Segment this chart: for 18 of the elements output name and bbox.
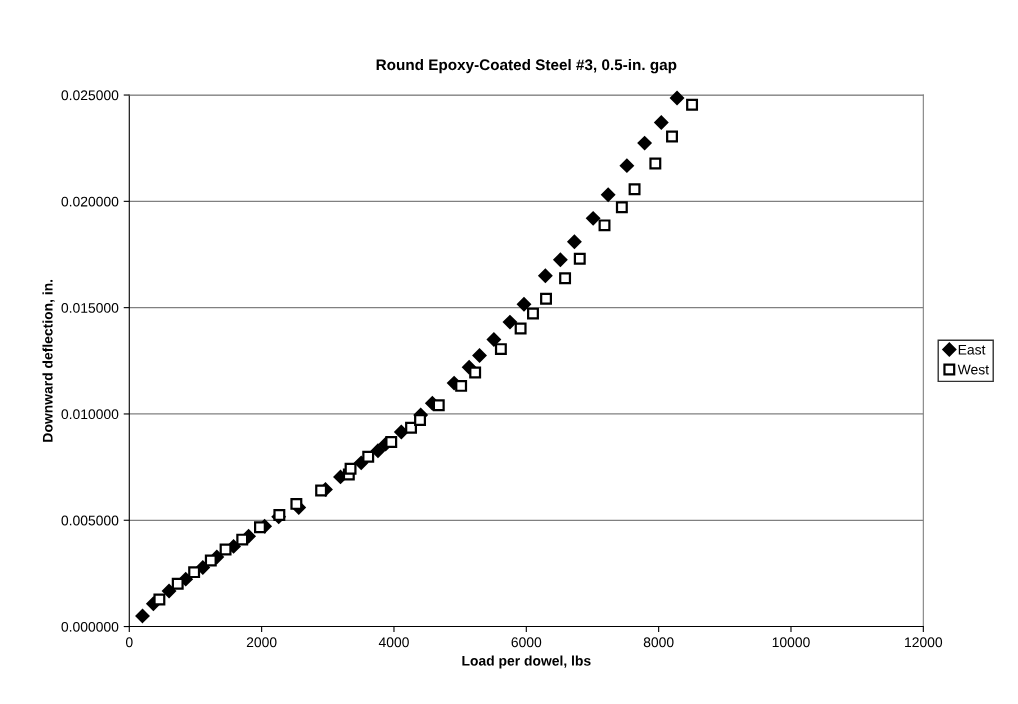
- legend-label: East: [958, 344, 986, 355]
- x-tick-label: 2000: [246, 637, 277, 648]
- legend-label: West: [957, 364, 989, 375]
- y-tick-label: 0.000000: [61, 621, 119, 632]
- x-tick-label: 4000: [378, 637, 409, 648]
- y-axis-title: Downward deflection, in.: [42, 279, 55, 442]
- y-tick-label: 0.010000: [61, 409, 119, 420]
- x-tick-label: 8000: [643, 637, 674, 648]
- x-axis-title: Load per dowel, lbs: [462, 655, 591, 669]
- x-tick-label: 0: [125, 637, 133, 648]
- x-tick-label: 10000: [772, 637, 810, 648]
- y-tick-label: 0.025000: [61, 90, 119, 101]
- chart-title: Round Epoxy-Coated Steel #3, 0.5-in. gap: [376, 58, 677, 74]
- x-tick-label: 12000: [905, 637, 943, 648]
- y-tick-label: 0.020000: [61, 196, 119, 207]
- x-tick-label: 6000: [511, 637, 542, 648]
- y-tick-label: 0.005000: [61, 515, 119, 526]
- y-tick-label: 0.015000: [61, 302, 119, 313]
